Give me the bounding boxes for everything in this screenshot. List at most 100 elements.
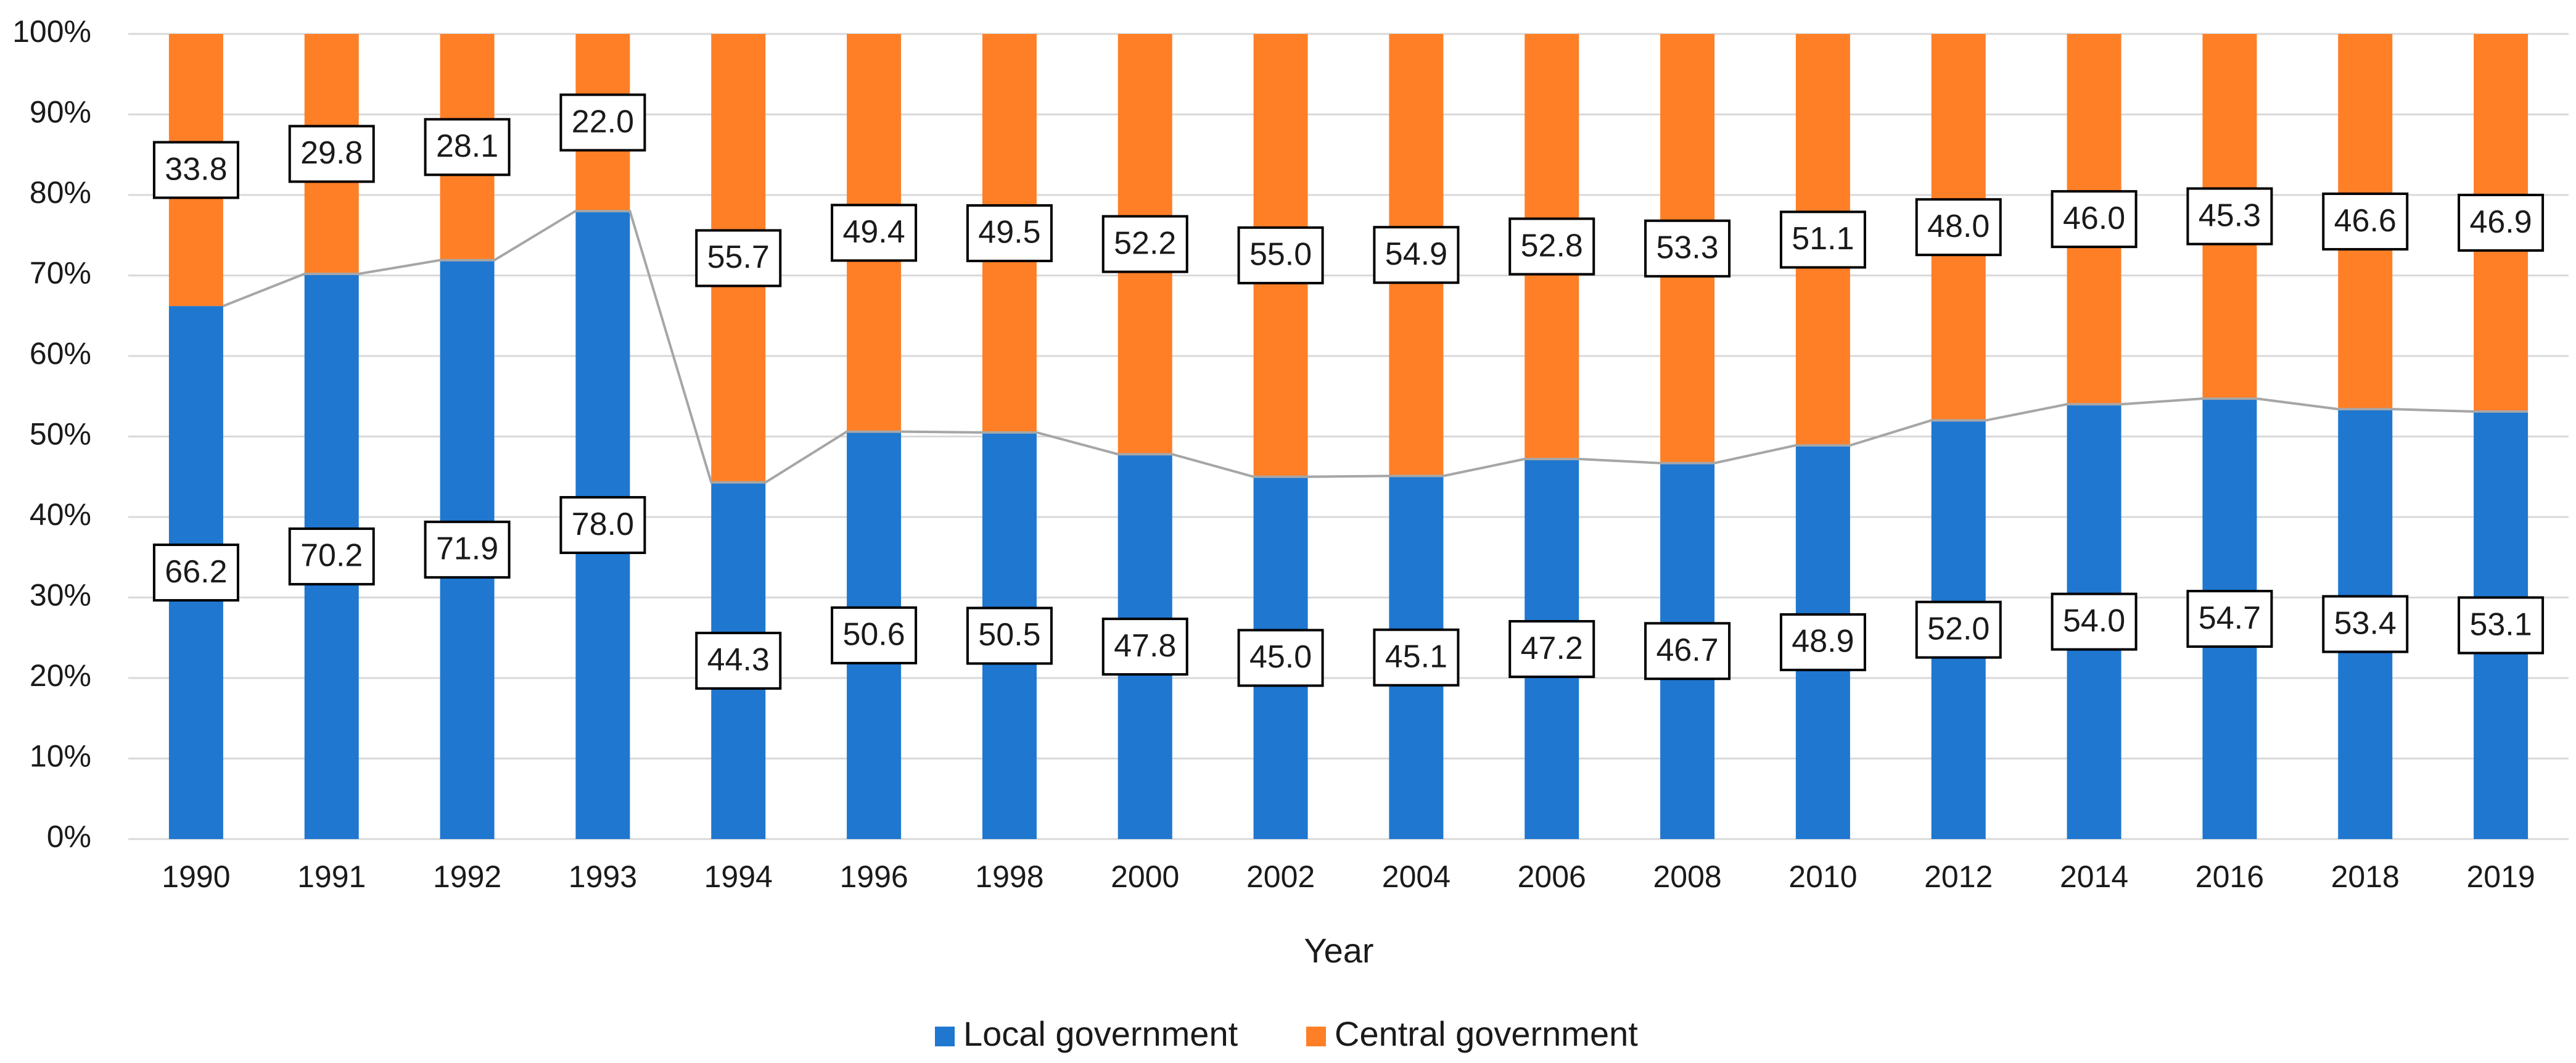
y-tick-label: 20% xyxy=(30,658,91,693)
legend-swatch xyxy=(935,1027,955,1046)
x-tick-label: 1991 xyxy=(297,859,366,894)
connector-line xyxy=(223,210,2529,484)
x-tick-label: 1992 xyxy=(433,859,501,894)
series-connector-lines xyxy=(223,210,2529,484)
data-label-local-government-box xyxy=(424,520,511,579)
x-tick-label: 2010 xyxy=(1788,859,1857,894)
data-label-local-government: 70.2 xyxy=(300,538,363,574)
data-label-central-government-box xyxy=(1779,210,1866,269)
data-label-central-government: 46.9 xyxy=(2469,204,2532,240)
data-label-local-government-box xyxy=(1373,628,1460,687)
data-label-central-government-box xyxy=(2322,192,2409,251)
data-label-central-government: 51.1 xyxy=(1792,221,1854,257)
data-label-local-government: 47.2 xyxy=(1521,631,1583,666)
data-label-central-government: 49.4 xyxy=(842,214,905,250)
data-label-central-government: 22.0 xyxy=(572,104,634,139)
data-label-local-government-box xyxy=(695,631,782,690)
x-tick-label: 2014 xyxy=(2060,859,2128,894)
y-tick-label: 40% xyxy=(30,497,91,532)
legend-swatch xyxy=(1306,1027,1326,1046)
data-label-local-government: 54.7 xyxy=(2199,600,2261,636)
data-label-central-government: 53.3 xyxy=(1656,230,1718,266)
y-tick-label: 60% xyxy=(30,336,91,371)
data-labels: 66.2 33.8 70.2 29.8 71.9 28.1 78.0 22.0 44.3 55.7… xyxy=(152,93,2545,690)
data-label-local-government: 78.0 xyxy=(572,507,634,542)
x-axis-title: Year xyxy=(1304,931,1373,970)
y-tick-label: 0% xyxy=(47,819,91,854)
data-label-central-government: 49.5 xyxy=(978,215,1040,250)
data-label-local-government-box xyxy=(966,606,1053,665)
data-label-local-government: 66.2 xyxy=(165,554,227,590)
data-label-central-government-box xyxy=(831,204,918,262)
y-tick-label: 50% xyxy=(30,417,91,452)
data-label-local-government-box xyxy=(1508,620,1595,679)
data-label-local-government: 71.9 xyxy=(436,531,498,567)
data-label-local-government: 47.8 xyxy=(1114,628,1176,664)
x-tick-label: 2006 xyxy=(1518,859,1586,894)
y-tick-label: 90% xyxy=(30,95,91,130)
legend-item-local-government: Local government xyxy=(935,1014,1238,1053)
data-label-local-government: 53.4 xyxy=(2334,605,2397,641)
data-label-local-government-box xyxy=(1915,600,2002,659)
data-label-local-government-box xyxy=(2186,590,2273,648)
y-axis-tick-labels: 0% 10% 20% 30% 40% 50% 60% 70% 80% 90% 100% xyxy=(12,14,91,854)
data-label-central-government: 45.3 xyxy=(2199,197,2261,233)
y-tick-label: 80% xyxy=(30,175,91,210)
x-tick-label: 2002 xyxy=(1246,859,1315,894)
data-label-central-government-box xyxy=(1373,226,1460,284)
data-label-local-government-box xyxy=(1644,622,1731,680)
y-tick-label: 30% xyxy=(30,578,91,613)
data-label-local-government-box xyxy=(2322,595,2409,653)
data-label-local-government: 44.3 xyxy=(707,642,770,678)
x-tick-label: 2008 xyxy=(1653,859,1721,894)
x-tick-label: 2019 xyxy=(2466,859,2535,894)
data-label-local-government: 54.0 xyxy=(2063,603,2125,639)
data-label-local-government-box xyxy=(2458,596,2545,655)
legend-label: Local government xyxy=(963,1014,1238,1053)
data-label-central-government: 33.8 xyxy=(165,151,227,187)
x-tick-label: 2004 xyxy=(1382,859,1451,894)
data-label-central-government-box xyxy=(695,229,782,287)
data-label-central-government: 28.1 xyxy=(436,128,498,164)
data-label-local-government-box xyxy=(152,544,239,602)
data-label-central-government: 52.2 xyxy=(1114,225,1176,261)
data-label-local-government: 46.7 xyxy=(1656,632,1718,668)
data-label-local-government: 50.6 xyxy=(842,617,905,653)
x-tick-label: 1993 xyxy=(569,859,637,894)
data-label-central-government-box xyxy=(1508,217,1595,276)
x-tick-label: 2000 xyxy=(1111,859,1179,894)
data-label-central-government-box xyxy=(2186,187,2273,246)
data-label-local-government: 45.0 xyxy=(1249,639,1312,675)
legend: Local government Central government xyxy=(935,1014,1638,1053)
data-label-central-government-box xyxy=(2051,190,2138,249)
x-axis-tick-labels: 1990 1991 1992 1993 1994 1996 1998 2000 2002 2004… xyxy=(162,859,2535,894)
data-label-local-government-box xyxy=(288,527,375,585)
x-tick-label: 2018 xyxy=(2331,859,2400,894)
data-label-local-government-box xyxy=(559,496,646,555)
data-label-local-government-box xyxy=(831,606,918,664)
y-tick-label: 100% xyxy=(12,14,91,49)
data-label-central-government: 55.0 xyxy=(1249,237,1312,273)
data-label-central-government: 29.8 xyxy=(300,135,363,171)
data-label-local-government: 53.1 xyxy=(2469,606,2532,642)
data-label-central-government-box xyxy=(1237,226,1324,284)
x-tick-label: 2012 xyxy=(1924,859,1993,894)
data-label-local-government: 45.1 xyxy=(1385,639,1447,674)
data-label-central-government-box xyxy=(2458,194,2545,252)
data-label-central-government-box xyxy=(152,141,239,199)
y-tick-label: 70% xyxy=(30,256,91,291)
y-tick-label: 10% xyxy=(30,739,91,774)
data-label-central-government: 55.7 xyxy=(707,239,770,275)
x-tick-label: 1994 xyxy=(704,859,773,894)
data-label-local-government-box xyxy=(2051,592,2138,651)
data-label-local-government-box xyxy=(1237,629,1324,687)
data-label-local-government: 52.0 xyxy=(1927,611,1990,647)
data-label-central-government: 46.0 xyxy=(2063,201,2125,236)
data-label-central-government-box xyxy=(559,93,646,152)
data-label-central-government: 52.8 xyxy=(1521,228,1583,263)
data-label-central-government-box xyxy=(1644,219,1731,278)
data-label-local-government: 48.9 xyxy=(1792,624,1854,660)
data-label-local-government-box xyxy=(1779,613,1866,671)
